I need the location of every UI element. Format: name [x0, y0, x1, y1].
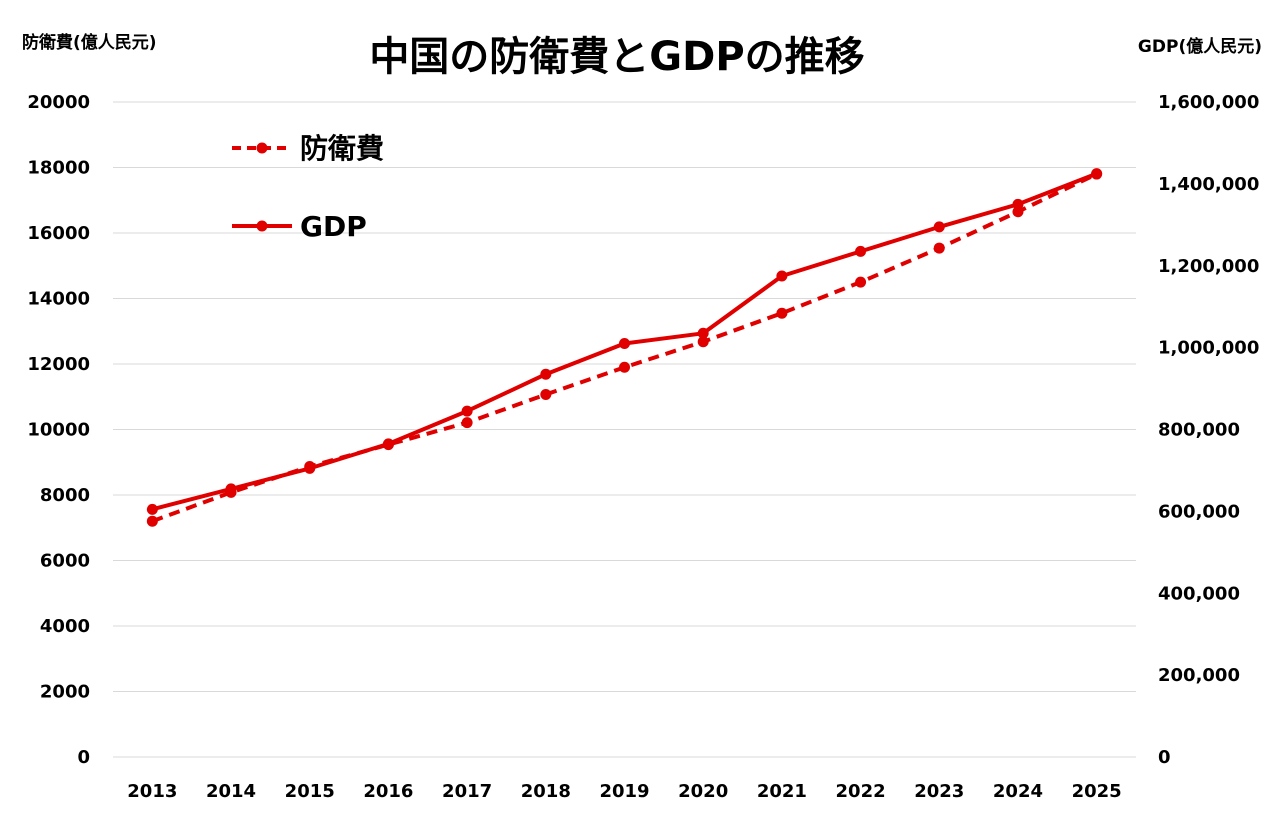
left-tick-label: 4000 — [40, 616, 90, 637]
gdp-point — [382, 438, 394, 450]
right-tick-label: 600,000 — [1158, 501, 1240, 522]
gdp-point — [619, 338, 630, 350]
defense-point — [697, 336, 709, 348]
x-tick-label: 2015 — [285, 781, 335, 802]
right-tick-label: 400,000 — [1158, 583, 1240, 604]
x-tick-label: 2020 — [678, 781, 728, 802]
left-tick-label: 6000 — [40, 551, 90, 572]
left-tick-label: 18000 — [27, 158, 90, 179]
left-tick-label: 10000 — [27, 420, 90, 441]
left-axis-ticks: 0 2000 4000 6000 8000 10000 12000 14000 16000 180… — [27, 92, 90, 768]
gdp-point — [776, 270, 788, 282]
x-tick-label: 2016 — [363, 781, 413, 802]
x-tick-label: 2024 — [993, 781, 1043, 802]
legend-label-defense: 防衛費 — [300, 132, 384, 165]
gdp-point — [933, 221, 945, 233]
right-axis-ticks: 0 200,000 400,000 600,000 800,000 1,000,000 1,… — [1158, 92, 1259, 768]
left-tick-label: 0 — [77, 747, 90, 768]
x-tick-label: 2013 — [127, 781, 177, 802]
x-tick-label: 2017 — [442, 781, 492, 802]
x-tick-label: 2022 — [836, 781, 886, 802]
x-tick-label: 2025 — [1072, 781, 1122, 802]
defense-point — [855, 276, 867, 288]
right-tick-label: 1,000,000 — [1158, 338, 1259, 359]
left-tick-label: 2000 — [40, 682, 90, 703]
left-tick-label: 8000 — [40, 485, 90, 506]
defense-point — [776, 307, 788, 319]
gdp-point — [540, 368, 552, 380]
defense-point — [146, 515, 158, 527]
left-tick-label: 12000 — [27, 354, 90, 375]
defense-point — [619, 361, 630, 373]
x-tick-label: 2023 — [914, 781, 964, 802]
gdp-point — [225, 483, 237, 495]
x-tick-label: 2019 — [599, 781, 649, 802]
right-tick-label: 1,600,000 — [1158, 92, 1259, 113]
gdp-point — [1091, 168, 1103, 180]
right-axis-unit: GDP(億人民元) — [1138, 36, 1262, 57]
right-tick-label: 1,400,000 — [1158, 174, 1259, 195]
left-tick-label: 14000 — [27, 289, 90, 310]
chart-title: 中国の防衛費とGDPの推移 — [369, 34, 864, 80]
x-tick-label: 2014 — [206, 781, 256, 802]
left-tick-label: 20000 — [27, 92, 90, 113]
legend-marker-defense — [256, 142, 268, 154]
legend: 防衛費 GDP — [232, 132, 384, 243]
gdp-point — [855, 245, 867, 257]
x-axis-ticks: 2013 2014 2015 2016 2017 2018 2019 2020 2021 2022… — [127, 781, 1121, 802]
defense-point — [933, 242, 945, 254]
legend-marker-gdp — [256, 220, 268, 232]
right-tick-label: 1,200,000 — [1158, 256, 1259, 277]
right-tick-label: 0 — [1158, 747, 1171, 768]
x-tick-label: 2021 — [757, 781, 807, 802]
left-axis-unit: 防衛費(億人民元) — [22, 32, 157, 53]
gdp-point — [1012, 198, 1024, 210]
gridlines — [113, 101, 1136, 758]
right-tick-label: 200,000 — [1158, 665, 1240, 686]
series-group — [146, 168, 1103, 527]
gdp-point — [304, 462, 316, 474]
gdp-point — [461, 405, 473, 417]
x-tick-label: 2018 — [521, 781, 571, 802]
gdp-point — [697, 327, 709, 339]
left-tick-label: 16000 — [27, 223, 90, 244]
gdp-point — [146, 503, 158, 515]
defense-point — [461, 417, 473, 429]
right-tick-label: 800,000 — [1158, 420, 1240, 441]
defense-point — [540, 388, 552, 400]
legend-label-gdp: GDP — [300, 210, 367, 243]
